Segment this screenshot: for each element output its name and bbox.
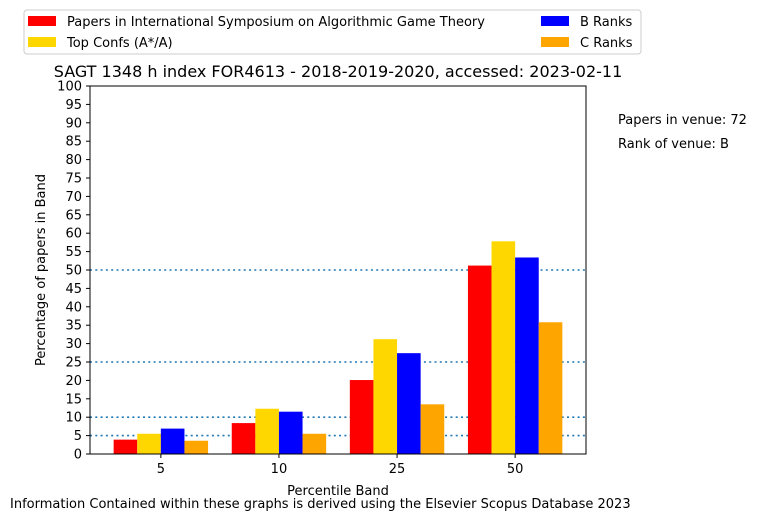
legend-label-2: Top Confs (A*/A) — [66, 36, 173, 51]
legend-swatch-1 — [28, 16, 56, 26]
bar-4-cat-5 — [184, 440, 209, 454]
y-tick-label-95: 95 — [65, 98, 82, 113]
legend-swatch-4 — [541, 37, 569, 47]
y-tick-label-75: 75 — [65, 172, 82, 187]
bar-2-cat-10 — [255, 408, 279, 454]
y-tick-label-60: 60 — [65, 227, 82, 242]
y-tick-label-10: 10 — [65, 411, 82, 426]
legend-swatch-2 — [28, 37, 56, 47]
legend-box — [23, 9, 642, 55]
bar-2-cat-25 — [373, 339, 398, 454]
y-tick-label-40: 40 — [65, 300, 82, 315]
bars-group — [113, 241, 563, 454]
bar-1-cat-5 — [113, 439, 138, 454]
bar-3-cat-5 — [160, 428, 185, 454]
x-tick-label-10: 10 — [271, 462, 288, 477]
y-tick-label-45: 45 — [65, 282, 82, 297]
y-tick-label-70: 70 — [65, 190, 82, 205]
bar-1-cat-25 — [349, 380, 374, 454]
plot-frame — [89, 85, 587, 455]
y-tick-label-80: 80 — [65, 153, 82, 168]
legend-swatch-3 — [541, 16, 569, 26]
legend-label-4: C Ranks — [580, 36, 633, 51]
bar-4-cat-50 — [538, 322, 563, 454]
bar-4-cat-25 — [420, 404, 445, 454]
y-axis-label: Percentage of papers in Band — [34, 174, 49, 366]
y-tick-label-35: 35 — [65, 319, 82, 334]
y-tick-label-85: 85 — [65, 135, 82, 150]
x-tick-label-5: 5 — [157, 462, 165, 477]
x-tick-label-25: 25 — [389, 462, 406, 477]
y-tick-label-90: 90 — [65, 116, 82, 131]
bar-1-cat-10 — [231, 423, 256, 454]
x-axis: 5 10 25 50 — [157, 454, 524, 477]
y-tick-label-25: 25 — [65, 356, 82, 371]
papers-in-venue-note: Papers in venue: 72 — [618, 113, 747, 128]
bar-3-cat-50 — [515, 257, 539, 454]
footer-source-note: Information Contained within these graph… — [10, 497, 631, 512]
bar-3-cat-25 — [397, 353, 421, 454]
y-tick-label-65: 65 — [65, 208, 82, 223]
y-tick-label-0: 0 — [74, 448, 82, 463]
legend: Papers in International Symposium on Alg… — [23, 9, 642, 55]
rank-of-venue-note: Rank of venue: B — [618, 137, 729, 152]
x-tick-label-50: 50 — [507, 462, 524, 477]
y-tick-label-15: 15 — [65, 392, 82, 407]
y-tick-label-50: 50 — [65, 264, 82, 279]
bar-1-cat-50 — [467, 265, 492, 454]
legend-label-3: B Ranks — [580, 15, 633, 30]
y-tick-label-55: 55 — [65, 245, 82, 260]
bar-4-cat-10 — [302, 433, 327, 454]
bar-2-cat-50 — [491, 241, 516, 454]
y-tick-label-20: 20 — [65, 374, 82, 389]
legend-label-1: Papers in International Symposium on Alg… — [67, 15, 485, 30]
x-axis-label: Percentile Band — [287, 484, 389, 499]
y-tick-label-100: 100 — [57, 80, 82, 95]
bar-2-cat-5 — [137, 433, 161, 454]
chart-title: SAGT 1348 h index FOR4613 - 2018-2019-20… — [54, 62, 623, 81]
y-tick-label-30: 30 — [65, 337, 82, 352]
y-tick-label-5: 5 — [74, 429, 82, 444]
bar-3-cat-10 — [278, 411, 303, 454]
y-axis: 0 5 10 15 20 25 30 35 40 45 50 55 60 65 70 75 80 85 90 95 10… — [57, 80, 90, 463]
